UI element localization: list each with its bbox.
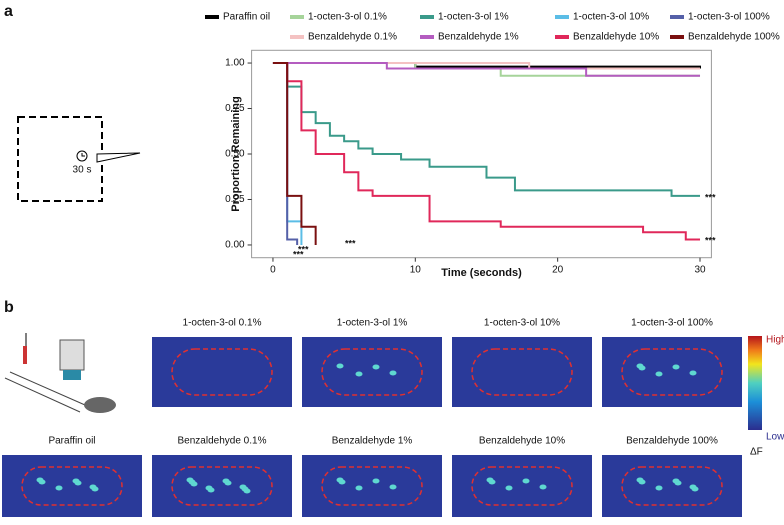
y-tick-label: 0.75 (225, 103, 245, 114)
significance-mark: *** (705, 235, 716, 245)
legend-label: 1-octen-3-ol 100% (688, 12, 770, 23)
calcium-image (2, 455, 142, 517)
legend-label: Paraffin oil (223, 12, 270, 23)
panel-label: a (4, 3, 13, 20)
brain-outline (21, 466, 123, 506)
y-tick-label: 0.50 (225, 149, 245, 160)
panel-label: b (4, 299, 14, 316)
y-tick-label: 1.00 (225, 58, 245, 69)
colorbar-label: ΔF (750, 447, 763, 458)
x-tick-label: 10 (410, 264, 422, 275)
timer-label: 30 s (73, 165, 92, 176)
active-neuron (355, 371, 363, 377)
active-neuron (38, 479, 46, 485)
active-neuron (207, 487, 215, 493)
calcium-image (452, 455, 592, 517)
image-title: Benzaldehyde 100% (626, 436, 718, 447)
image-title: Benzaldehyde 0.1% (178, 436, 267, 447)
calcium-image (152, 455, 292, 517)
active-neuron (672, 364, 680, 370)
legend-label: Benzaldehyde 1% (438, 32, 519, 43)
brain-outline (321, 348, 423, 396)
significance-mark: *** (705, 192, 716, 202)
active-neuron (638, 365, 646, 371)
active-neuron (522, 478, 530, 484)
legend-label: Benzaldehyde 10% (573, 32, 659, 43)
legend-label: Benzaldehyde 100% (688, 32, 780, 43)
brain-outline (171, 348, 273, 396)
image-title: 1-octen-3-ol 100% (631, 318, 713, 329)
colorbar-low: Low (766, 432, 784, 443)
calcium-image (152, 337, 292, 407)
colorbar (748, 336, 762, 430)
active-neuron (539, 484, 547, 490)
image-title: Benzaldehyde 10% (479, 436, 565, 447)
active-neuron (372, 364, 380, 370)
active-neuron (389, 370, 397, 376)
active-neuron (655, 485, 663, 491)
arena (17, 116, 103, 202)
x-axis-label: Time (seconds) (441, 267, 522, 279)
significance-mark: *** (293, 249, 304, 259)
calcium-image (452, 337, 592, 407)
active-neuron (336, 363, 344, 369)
active-neuron (190, 481, 198, 487)
brain-outline (471, 466, 573, 506)
image-title: 1-octen-3-ol 0.1% (183, 318, 262, 329)
x-tick-label: 30 (694, 264, 706, 275)
brain-outline (621, 466, 723, 506)
image-title: Paraffin oil (48, 436, 95, 447)
clock-icon (76, 150, 88, 162)
legend-label: Benzaldehyde 0.1% (308, 32, 397, 43)
clock-hands (81, 153, 85, 157)
active-neuron (389, 484, 397, 490)
active-neuron (338, 479, 346, 485)
significance-mark: *** (298, 244, 309, 254)
survival-curve (272, 62, 701, 70)
y-axis-label: Proportion Remaining (230, 96, 242, 212)
y-tick-label: 0.00 (225, 240, 245, 251)
survival-curve (272, 62, 299, 245)
x-tick-label: 20 (552, 264, 564, 275)
image-title: Benzaldehyde 1% (332, 436, 413, 447)
brain-outline (471, 348, 573, 396)
x-tick-label: 0 (270, 264, 276, 275)
image-title: 1-octen-3-ol 10% (484, 318, 560, 329)
significance-mark: *** (345, 238, 356, 248)
active-neuron (638, 479, 646, 485)
active-neuron (691, 486, 699, 492)
survival-curve (272, 62, 701, 197)
legend-label: 1-octen-3-ol 0.1% (308, 12, 387, 23)
calcium-image (602, 337, 742, 407)
image-title: 1-octen-3-ol 1% (337, 318, 408, 329)
active-neuron (372, 478, 380, 484)
calcium-image (302, 337, 442, 407)
brain-outline (321, 466, 423, 506)
calcium-image (302, 455, 442, 517)
legend-label: 1-octen-3-ol 1% (438, 12, 509, 23)
active-neuron (655, 371, 663, 377)
colorbar-high: High (766, 335, 784, 346)
calcium-image (602, 455, 742, 517)
survival-curve (272, 62, 701, 77)
brain-outline (171, 466, 273, 506)
brain-outline (621, 348, 723, 396)
y-tick-label: 0.25 (225, 194, 245, 205)
active-neuron (674, 480, 682, 486)
active-neuron (243, 488, 251, 494)
active-neuron (505, 485, 513, 491)
active-neuron (74, 480, 82, 486)
active-neuron (55, 485, 63, 491)
active-neuron (224, 480, 232, 486)
survival-curve (272, 62, 701, 241)
survival-curve (272, 62, 317, 245)
legend-label: 1-octen-3-ol 10% (573, 12, 649, 23)
active-neuron (488, 479, 496, 485)
pipette (96, 152, 141, 163)
active-neuron (91, 486, 99, 492)
active-neuron (355, 485, 363, 491)
active-neuron (689, 370, 697, 376)
microscope-schematic (4, 333, 116, 413)
